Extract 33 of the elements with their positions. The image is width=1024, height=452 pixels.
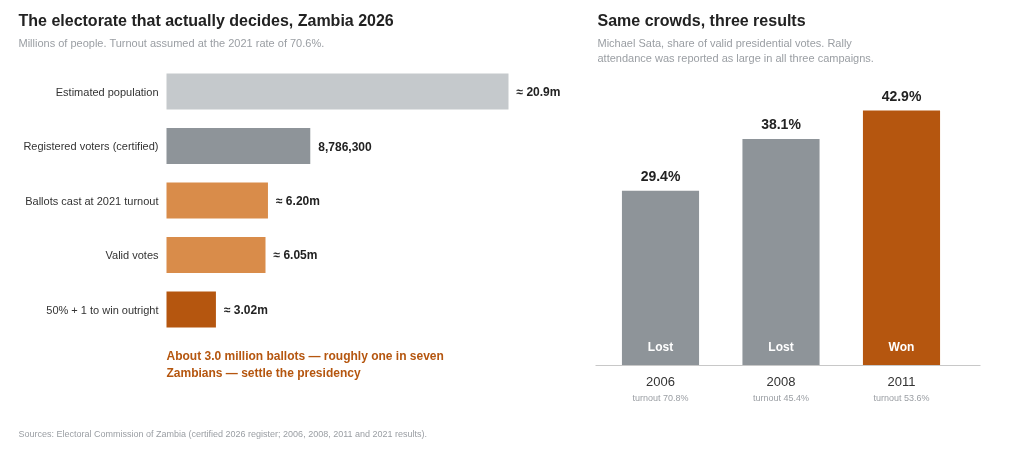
data-label: 29.4% — [640, 167, 681, 184]
data-label: ≈ 3.02m — [223, 302, 268, 317]
chart-title: The electorate that actually decides, Zambia 2026 — [18, 12, 394, 29]
y-tick-label: 50% + 1 to win outright — [46, 303, 159, 316]
bar — [166, 182, 268, 219]
chart-title: Same crowds, three results — [597, 12, 806, 29]
chart-subtitle: Millions of people. Turnout assumed at the 2021 rate of 70.6%. — [18, 36, 325, 49]
y-tick-label: Ballots cast at 2021 turnout — [25, 194, 159, 207]
data-label: ≈ 20.9m — [516, 84, 561, 99]
source-note: Sources: Electoral Commission of Zambia (certified 2026 register; 2006, 2008, 2011 and 2021 results). — [18, 428, 428, 439]
bar — [166, 73, 509, 110]
x-tick-label: 2008 — [766, 374, 796, 389]
annotation: Lost — [647, 339, 674, 354]
text: turnout 53.6% — [873, 392, 930, 403]
chart-subtitle: Michael Sata, share of valid presidential votes. Rally attendance was reported as large in all three campaigns. — [597, 36, 874, 64]
y-tick-label: Registered voters (certified) — [23, 140, 159, 152]
data-label: 42.9% — [881, 87, 922, 104]
y-tick-label: Valid votes — [105, 249, 159, 261]
x-tick-label: 2006 — [646, 374, 675, 389]
data-label: ≈ 6.20m — [275, 193, 320, 208]
annotation: Lost — [768, 339, 794, 354]
y-tick-label: Estimated population — [55, 85, 159, 98]
text: turnout 45.4% — [752, 392, 810, 403]
data-label: 8,786,300 — [318, 139, 372, 154]
bar — [166, 128, 311, 164]
text: About 3.0 million ballots — roughly one in seven Zambians — settle the presidency — [166, 348, 444, 380]
data-label: 38.1% — [761, 116, 802, 133]
x-tick-label: 2011 — [887, 374, 916, 389]
text: turnout 70.8% — [632, 392, 689, 403]
bar — [166, 237, 266, 273]
annotation: Won — [888, 339, 915, 354]
data-label: ≈ 6.05m — [273, 248, 318, 262]
bar — [166, 291, 216, 328]
